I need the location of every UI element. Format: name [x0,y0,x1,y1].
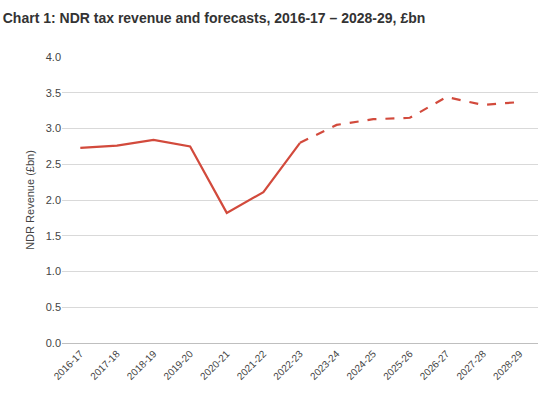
svg-text:NDR Revenue (£bn): NDR Revenue (£bn) [24,150,36,250]
svg-text:3.0: 3.0 [46,122,61,134]
svg-text:2023-24: 2023-24 [308,348,342,382]
svg-text:2.5: 2.5 [46,158,61,170]
svg-text:2018-19: 2018-19 [125,348,159,382]
svg-text:2022-23: 2022-23 [271,348,305,382]
svg-text:2021-22: 2021-22 [235,348,269,382]
svg-text:2025-26: 2025-26 [381,348,415,382]
svg-text:2017-18: 2017-18 [88,348,122,382]
svg-text:2020-21: 2020-21 [198,348,232,382]
svg-text:2019-20: 2019-20 [161,348,195,382]
svg-text:0.5: 0.5 [46,301,61,313]
svg-text:2.0: 2.0 [46,194,61,206]
svg-text:3.5: 3.5 [46,87,61,99]
svg-text:1.0: 1.0 [46,265,61,277]
svg-text:2027-28: 2027-28 [454,348,488,382]
svg-text:4.0: 4.0 [46,51,61,63]
svg-text:Chart 1: NDR tax revenue and f: Chart 1: NDR tax revenue and forecasts, … [3,10,426,26]
svg-text:2026-27: 2026-27 [418,348,452,382]
svg-text:2016-17: 2016-17 [52,348,86,382]
svg-text:2024-25: 2024-25 [344,348,378,382]
svg-text:2028-29: 2028-29 [491,348,525,382]
svg-text:0.0: 0.0 [46,337,61,349]
svg-text:1.5: 1.5 [46,230,61,242]
